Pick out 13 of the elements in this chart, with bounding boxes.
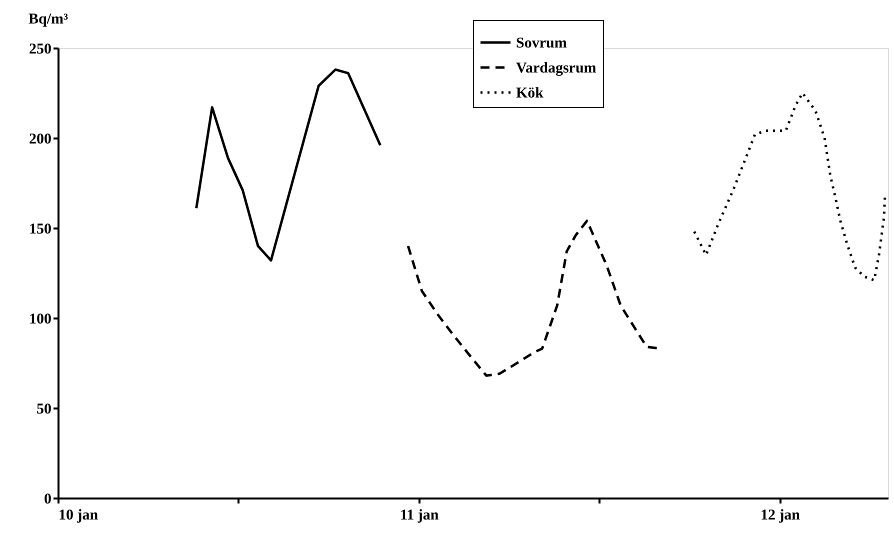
legend-label: Kök <box>516 86 544 102</box>
y-tick-label: 150 <box>29 222 52 238</box>
y-tick-label: 100 <box>29 312 52 328</box>
legend-label: Sovrum <box>516 36 568 52</box>
y-tick-label: 0 <box>44 492 52 508</box>
x-tick-label: 10 jan <box>58 508 99 524</box>
y-axis-title: Bq/m³ <box>28 12 69 28</box>
x-tick-label: 11 jan <box>400 508 440 524</box>
y-tick-label: 200 <box>29 132 52 148</box>
y-tick-label: 250 <box>29 42 52 58</box>
x-tick-label: 12 jan <box>760 508 801 524</box>
legend-label: Vardagsrum <box>516 60 597 76</box>
y-tick-label: 50 <box>36 402 52 418</box>
